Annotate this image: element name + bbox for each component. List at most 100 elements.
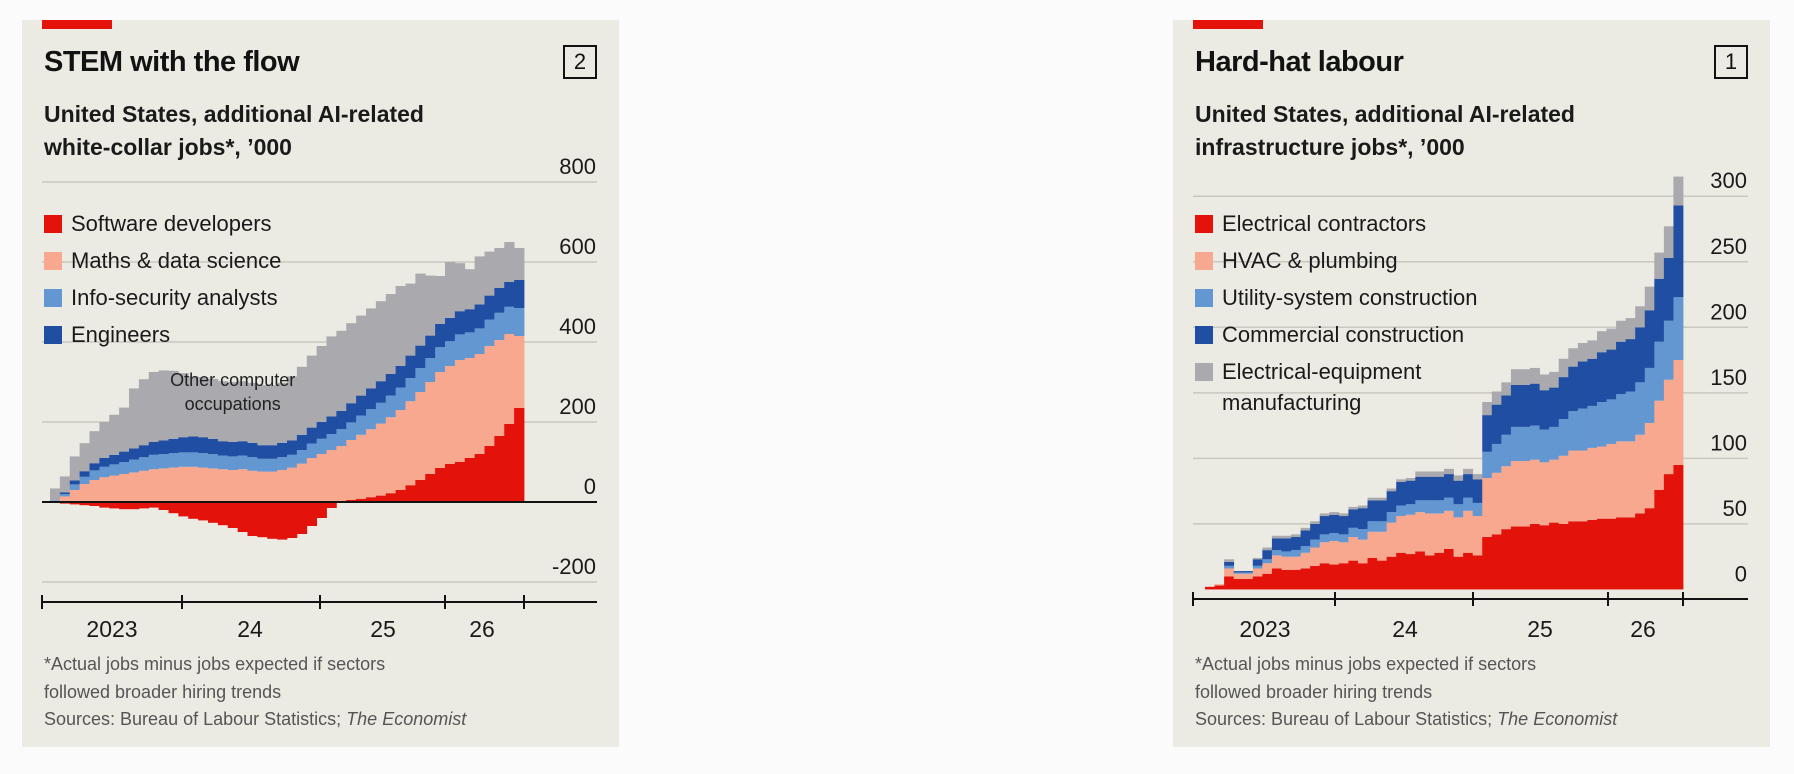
bar-segment [1644, 508, 1655, 590]
x-tick-label: 26 [1630, 616, 1656, 642]
legend-label: Software developers [71, 211, 272, 236]
bar-segment [59, 496, 71, 502]
bar-segment [257, 385, 268, 446]
bar-segment [1463, 510, 1474, 553]
bar-segment [1233, 573, 1244, 579]
bar-segment [484, 319, 495, 346]
bar-segment [1386, 488, 1397, 492]
source-italic: The Economist [346, 709, 467, 729]
bar-segment [464, 358, 476, 458]
chart-legend: Electrical contractors HVAC & plumbing U… [1195, 211, 1478, 418]
bar-segment [1386, 556, 1397, 590]
bar-segment [1453, 475, 1464, 481]
bar-segment [425, 358, 436, 382]
bar-segment [405, 401, 416, 486]
bar-segment [208, 438, 219, 454]
bar-segment [99, 422, 110, 458]
legend-swatch [44, 215, 62, 233]
bar-segment [356, 498, 367, 502]
bar-segment [1444, 510, 1454, 549]
bar-segment [1281, 538, 1292, 552]
bar-segment [188, 502, 199, 519]
bar-segment [1673, 464, 1684, 590]
bar-segment [346, 403, 357, 423]
bar-segment [237, 502, 248, 532]
bar-segment [395, 366, 406, 388]
bar-segment [119, 462, 130, 474]
bar-segment [1616, 441, 1627, 518]
bar-segment [474, 256, 485, 305]
bar-segment [1281, 551, 1292, 557]
bar-segment [1338, 516, 1349, 535]
bar-segment [1520, 426, 1531, 461]
chart-footnote: *Actual jobs minus jobs expected if sect… [1195, 651, 1617, 734]
bar-segment [1673, 297, 1684, 361]
bar-segment [267, 385, 278, 446]
bar-segment [277, 457, 288, 470]
bar-segment [1491, 391, 1502, 405]
bar-segment [326, 434, 337, 450]
bar-segment [79, 443, 90, 472]
source-italic: The Economist [1497, 709, 1618, 729]
bar-segment [50, 488, 61, 501]
bar-segment [227, 456, 239, 470]
bar-segment [1596, 518, 1607, 590]
bar-segment [1596, 446, 1607, 519]
x-tick-label: 24 [237, 616, 263, 642]
bar-segment [257, 458, 268, 472]
chart-legend: Software developers Maths & data science… [44, 211, 281, 359]
bar-segment [1281, 535, 1292, 539]
bar-segment [464, 332, 476, 358]
bar-segment [1367, 500, 1378, 522]
bar-segment [168, 502, 179, 514]
bar-segment [1338, 534, 1349, 543]
bar-segment [208, 502, 219, 523]
bar-segment [267, 471, 278, 502]
bar-segment [1501, 395, 1512, 435]
bar-segment [79, 476, 90, 484]
bar-segment [1243, 571, 1254, 573]
subtitle-line: infrastructure jobs*, ’000 [1195, 134, 1465, 160]
bar-segment [89, 470, 100, 480]
bar-segment [1415, 512, 1426, 552]
bar-segment [484, 295, 495, 320]
bar-segment [1568, 348, 1579, 367]
bar-segment [1482, 402, 1493, 416]
bar-segment [1262, 550, 1273, 560]
bar-segment [1530, 523, 1540, 590]
bar-segment [296, 450, 308, 464]
bar-segment [425, 474, 436, 502]
bar-segment [1319, 516, 1330, 535]
bar-segment [129, 459, 140, 473]
bar-segment [1224, 565, 1235, 569]
footnote-line: *Actual jobs minus jobs expected if sect… [44, 654, 386, 674]
bar-segment [89, 502, 100, 506]
bar-segment [237, 381, 248, 442]
bar-segment [445, 262, 456, 318]
bar-segment [1415, 476, 1426, 501]
bar-segment [415, 368, 426, 392]
bar-segment [237, 469, 248, 502]
bar-segment [435, 468, 446, 502]
bar-segment [1644, 310, 1655, 368]
bar-segment [1405, 514, 1416, 555]
y-tick-label: 150 [1710, 365, 1747, 390]
bar-segment [277, 442, 288, 458]
source-line: Sources: Bureau of Labour Statistics; Th… [1195, 706, 1617, 734]
bar-segment [1472, 555, 1483, 590]
bar-segment [1654, 400, 1665, 490]
bar-segment [99, 477, 110, 502]
bar-segment [1444, 474, 1454, 498]
bar-segment [1558, 455, 1569, 524]
legend-item: Info-security analysts [44, 285, 281, 322]
bar-segment [188, 452, 199, 467]
bar-segment [1530, 425, 1540, 460]
legend-swatch [1195, 363, 1213, 381]
bar-segment [375, 402, 387, 424]
bar-segment [99, 502, 110, 508]
x-tick-label: 24 [1392, 616, 1418, 642]
legend-swatch [44, 252, 62, 270]
bar-segment [168, 453, 179, 468]
bar-segment [158, 502, 169, 510]
bar-segment [474, 304, 485, 329]
